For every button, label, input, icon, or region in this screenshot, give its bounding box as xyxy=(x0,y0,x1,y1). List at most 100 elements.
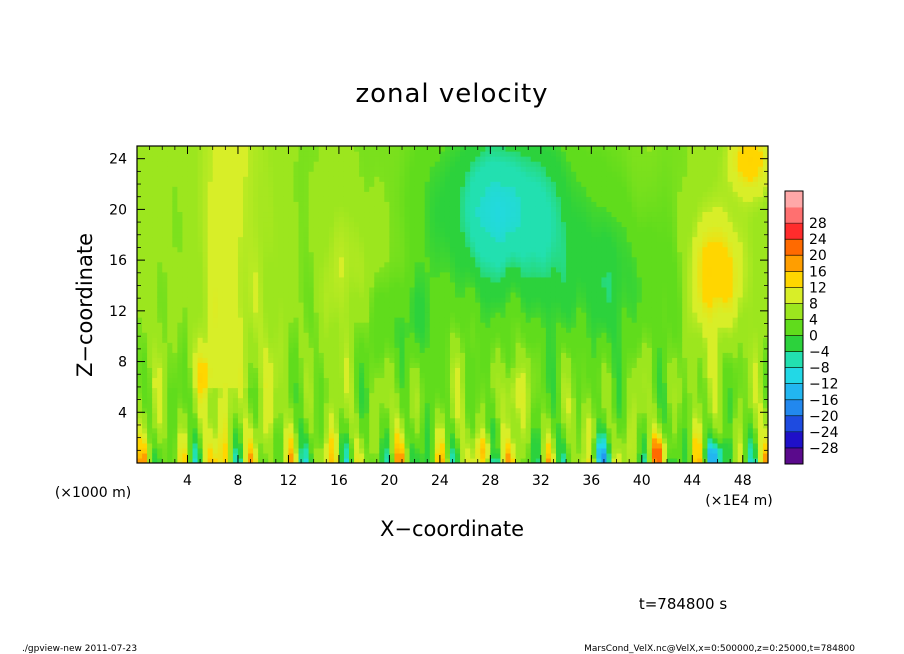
heatmap-cell xyxy=(399,161,406,167)
heatmap-cell xyxy=(278,206,284,213)
heatmap-cell xyxy=(137,392,143,399)
heatmap-cell xyxy=(389,216,396,223)
heatmap-cell xyxy=(333,271,340,278)
heatmap-cell xyxy=(273,377,279,384)
heatmap-cell xyxy=(248,206,254,213)
heatmap-cell xyxy=(389,442,396,449)
heatmap-cell xyxy=(455,301,461,308)
heatmap-cell xyxy=(414,347,421,353)
heatmap-cell xyxy=(475,186,481,192)
heatmap-cell xyxy=(278,146,284,152)
heatmap-cell xyxy=(328,407,335,414)
heatmap-cell xyxy=(243,342,249,348)
heatmap-cell xyxy=(394,392,401,399)
heatmap-cell xyxy=(520,457,527,463)
heatmap-cell xyxy=(374,276,380,283)
heatmap-cell xyxy=(465,256,471,263)
heatmap-cell xyxy=(288,322,295,328)
heatmap-cell xyxy=(303,231,310,238)
heatmap-cell xyxy=(449,422,456,429)
heatmap-cell xyxy=(424,342,431,348)
heatmap-cell xyxy=(530,266,537,273)
heatmap-cell xyxy=(429,261,436,268)
heatmap-cell xyxy=(237,392,244,399)
heatmap-cell xyxy=(288,392,295,399)
heatmap-cell xyxy=(202,231,209,238)
heatmap-cell xyxy=(137,296,143,303)
heatmap-cell xyxy=(429,286,436,293)
heatmap-cell xyxy=(349,437,355,444)
heatmap-cell xyxy=(354,387,360,394)
heatmap-cell xyxy=(500,171,507,177)
heatmap-cell xyxy=(475,271,481,278)
heatmap-cell xyxy=(207,256,214,263)
heatmap-cell xyxy=(475,387,481,394)
heatmap-cell xyxy=(379,412,385,419)
heatmap-cell xyxy=(212,347,219,353)
heatmap-cell xyxy=(147,367,153,374)
heatmap-cell xyxy=(444,347,451,353)
heatmap-cell xyxy=(237,447,244,454)
heatmap-cell xyxy=(162,276,168,283)
heatmap-cell xyxy=(202,442,209,449)
heatmap-cell xyxy=(217,161,224,167)
heatmap-cell xyxy=(162,296,168,303)
heatmap-cell xyxy=(419,362,426,368)
heatmap-cell xyxy=(490,387,497,394)
heatmap-cell xyxy=(187,307,194,313)
heatmap-cell xyxy=(424,332,431,338)
heatmap-cell xyxy=(349,191,355,197)
heatmap-cell xyxy=(384,226,390,233)
heatmap-cell xyxy=(167,342,173,348)
heatmap-cell xyxy=(308,377,315,384)
heatmap-cell xyxy=(278,221,284,228)
heatmap-cell xyxy=(359,301,365,308)
heatmap-cell xyxy=(182,151,189,157)
heatmap-cell xyxy=(414,146,421,152)
heatmap-cell xyxy=(490,176,497,182)
heatmap-cell xyxy=(419,251,426,258)
heatmap-cell xyxy=(333,286,340,293)
heatmap-cell xyxy=(424,352,431,358)
heatmap-cell xyxy=(500,417,507,424)
heatmap-cell xyxy=(278,317,284,323)
heatmap-cell xyxy=(394,281,401,288)
heatmap-cell xyxy=(359,246,365,253)
heatmap-cell xyxy=(177,266,184,273)
heatmap-cell xyxy=(475,337,481,343)
heatmap-cell xyxy=(167,171,173,177)
heatmap-cell xyxy=(364,307,370,313)
heatmap-cell xyxy=(268,397,274,404)
heatmap-cell xyxy=(354,266,360,273)
heatmap-cell xyxy=(248,256,254,263)
heatmap-cell xyxy=(364,226,370,233)
heatmap-cell xyxy=(197,196,204,202)
heatmap-cell xyxy=(520,221,527,228)
heatmap-cell xyxy=(470,176,476,182)
heatmap-cell xyxy=(379,146,385,152)
heatmap-cell xyxy=(449,251,456,258)
heatmap-cell xyxy=(263,271,269,278)
heatmap-cell xyxy=(288,347,295,353)
heatmap-cell xyxy=(465,226,471,233)
heatmap-cell xyxy=(253,211,259,218)
heatmap-cell xyxy=(359,367,365,374)
heatmap-cell xyxy=(288,211,295,218)
heatmap-cell xyxy=(152,261,158,268)
heatmap-cell xyxy=(475,281,481,288)
heatmap-cell xyxy=(374,281,380,288)
heatmap-cell xyxy=(137,281,143,288)
heatmap-cell xyxy=(253,422,259,429)
heatmap-cell xyxy=(419,392,426,399)
heatmap-cell xyxy=(177,191,184,197)
heatmap-cell xyxy=(530,271,537,278)
heatmap-cell xyxy=(172,181,178,187)
heatmap-cell xyxy=(172,216,178,223)
heatmap-cell xyxy=(455,166,461,172)
heatmap-cell xyxy=(379,191,385,197)
heatmap-cell xyxy=(207,286,214,293)
heatmap-cell xyxy=(510,281,517,288)
heatmap-cell xyxy=(298,452,305,459)
heatmap-cell xyxy=(485,407,491,414)
heatmap-cell xyxy=(369,156,375,162)
